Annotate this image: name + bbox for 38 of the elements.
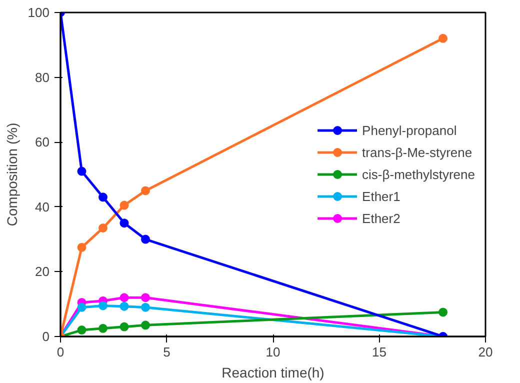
point xyxy=(438,34,448,43)
point xyxy=(438,308,448,317)
y-tick-label: 80 xyxy=(35,70,50,85)
x-axis-title: Reaction time(h) xyxy=(222,364,324,380)
legend-label: Ether1 xyxy=(362,188,400,204)
legend-label: cis-β-methylstyrene xyxy=(362,166,475,182)
point xyxy=(141,320,150,330)
point xyxy=(141,302,150,312)
point xyxy=(120,200,129,210)
x-tick-label: 10 xyxy=(266,344,280,360)
point xyxy=(141,234,150,244)
point xyxy=(141,186,150,196)
point xyxy=(77,326,86,335)
y-axis-title: Composition (%) xyxy=(4,122,20,226)
y-tick-label: 60 xyxy=(35,134,50,150)
point xyxy=(98,301,108,310)
legend-label: Phenyl-propanol xyxy=(362,122,457,138)
point xyxy=(77,302,86,312)
y-tick-label: 40 xyxy=(35,199,50,214)
legend-label: Ether2 xyxy=(362,210,400,226)
x-tick-label: 0 xyxy=(56,344,64,360)
point xyxy=(120,218,129,228)
y-tick-label: 0 xyxy=(42,329,50,344)
point xyxy=(120,293,129,302)
y-tick-label: 20 xyxy=(35,264,50,280)
point xyxy=(98,223,108,232)
point xyxy=(98,192,108,202)
point xyxy=(98,324,108,333)
x-tick-label: 5 xyxy=(163,344,170,360)
point xyxy=(77,166,86,176)
point xyxy=(120,302,129,311)
point xyxy=(77,242,86,252)
point xyxy=(120,322,129,332)
point xyxy=(141,293,150,302)
x-tick-label: 20 xyxy=(478,344,493,360)
legend-label: trans-β-Me-styrene xyxy=(362,144,472,160)
y-tick-label: 100 xyxy=(28,5,50,20)
x-tick-label: 15 xyxy=(372,344,386,360)
